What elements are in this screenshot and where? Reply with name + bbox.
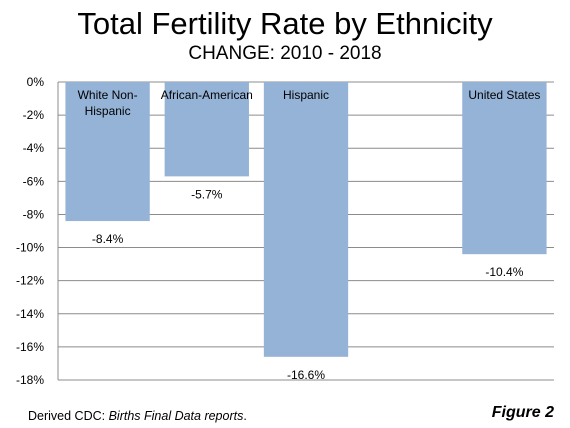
y-tick-label: -18% — [16, 373, 44, 387]
bar — [65, 82, 150, 222]
source-suffix: . — [243, 409, 247, 423]
data-label: -8.4% — [92, 232, 124, 246]
category-label: African-American — [161, 88, 253, 102]
y-tick-label: -6% — [23, 174, 45, 188]
source-report-name: Births Final Data reports — [108, 409, 244, 423]
source-note: Derived CDC: Births Final Data reports. — [28, 409, 247, 423]
data-label: -16.6% — [287, 368, 325, 382]
y-tick-label: -16% — [16, 340, 44, 354]
category-label: United States — [468, 88, 540, 102]
bar — [164, 82, 249, 177]
y-tick-label: -12% — [16, 274, 44, 288]
y-tick-label: -8% — [23, 207, 45, 221]
y-tick-label: 0% — [27, 75, 45, 89]
source-prefix: Derived CDC: — [28, 409, 109, 423]
y-tick-label: -2% — [23, 108, 45, 122]
figure-label: Figure 2 — [491, 404, 554, 421]
data-label: -5.7% — [191, 187, 223, 201]
category-label: White Non- — [78, 88, 138, 102]
chart-subtitle: CHANGE: 2010 - 2018 — [188, 43, 382, 64]
data-label: -10.4% — [485, 265, 523, 279]
y-tick-label: -14% — [16, 307, 44, 321]
chart-title: Total Fertility Rate by Ethnicity — [77, 6, 493, 41]
y-tick-label: -10% — [16, 241, 44, 255]
bar — [462, 82, 547, 255]
category-label: Hispanic — [85, 104, 131, 118]
y-tick-label: -4% — [23, 141, 45, 155]
bar — [263, 82, 349, 357]
category-label: Hispanic — [283, 88, 329, 102]
